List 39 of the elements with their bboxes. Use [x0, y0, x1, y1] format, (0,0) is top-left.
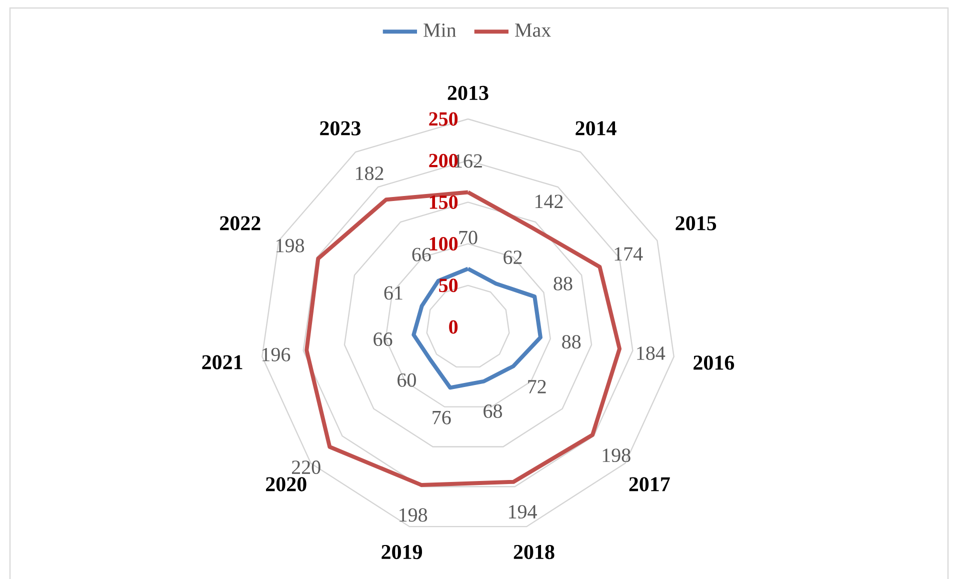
data-label: 72 — [528, 380, 546, 394]
data-label: 184 — [637, 346, 666, 360]
data-label: 61 — [384, 286, 402, 300]
data-label: 142 — [536, 194, 563, 208]
y-tick-label: 150 — [430, 195, 458, 209]
data-label: 194 — [509, 505, 537, 519]
spoke-label: 2021 — [202, 355, 242, 370]
data-label: 88 — [554, 276, 572, 290]
data-label: 76 — [432, 410, 451, 424]
y-tick-label: 0 — [449, 320, 458, 334]
spoke-label: 2017 — [629, 477, 670, 492]
spoke-label: 2016 — [694, 356, 734, 370]
spoke-label: 2018 — [514, 544, 554, 560]
data-label: 182 — [356, 166, 384, 180]
data-label: 174 — [614, 247, 643, 260]
spoke-label: 2023 — [320, 121, 361, 136]
legend-label: Max — [515, 24, 551, 37]
legend-label: Min — [424, 24, 456, 37]
data-label: 60 — [398, 373, 416, 387]
data-label: 68 — [484, 404, 502, 418]
data-label: 66 — [412, 248, 431, 262]
spoke-label: 2020 — [266, 477, 306, 492]
data-label: 198 — [602, 448, 630, 462]
data-label: 66 — [374, 332, 392, 346]
data-label: 198 — [276, 238, 304, 252]
data-label: 88 — [562, 335, 581, 349]
spoke-label: 2013 — [448, 86, 488, 100]
spoke-label: 2019 — [382, 544, 422, 560]
y-tick-label: 50 — [439, 278, 458, 292]
data-label: 70 — [459, 230, 478, 244]
y-tick-label: 250 — [429, 112, 458, 126]
spoke-label: 2015 — [676, 216, 716, 230]
y-tick-label: 100 — [430, 237, 458, 251]
data-label: 62 — [504, 250, 522, 264]
spoke-label: 2022 — [220, 216, 260, 230]
spoke-label: 2014 — [576, 121, 616, 136]
data-label: 198 — [400, 508, 428, 522]
data-label: 196 — [262, 348, 290, 362]
data-label: 220 — [292, 460, 320, 474]
